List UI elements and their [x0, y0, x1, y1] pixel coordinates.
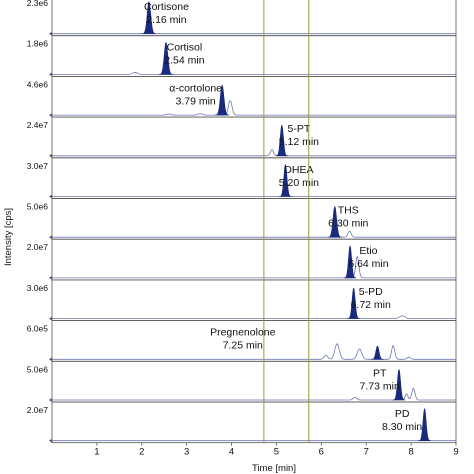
panel-ymax-label: 2.0e7: [27, 405, 49, 415]
baseline-marker: [49, 275, 52, 280]
panel-frame: [51, 76, 457, 118]
peak-time-label: 7.25 min: [223, 340, 263, 352]
baseline-marker: [49, 31, 52, 36]
peak-time-label: 5.12 min: [279, 136, 319, 148]
analyte-peak: [371, 345, 384, 360]
chromatogram-trace: [52, 149, 456, 157]
panel-ymax-label: 3.0e6: [27, 283, 49, 293]
marker-lines: [263, 0, 310, 443]
x-tick-label: 7: [364, 447, 369, 458]
peak-time-label: 5.20 min: [279, 177, 319, 189]
panel: 2.0e7 PD8.30 min: [27, 401, 457, 444]
panel-ymax-label: 4.6e6: [27, 79, 49, 89]
panel-ymax-label: 2.4e7: [27, 120, 49, 130]
chromatogram-trace: [52, 71, 456, 75]
peak-time-label: 7.73 min: [360, 380, 400, 392]
x-tick-label: 5: [274, 447, 279, 458]
analyte-peak: [158, 42, 174, 75]
analyte-peak: [327, 206, 342, 238]
peak-name-label: 5-PT: [288, 123, 311, 135]
chromatogram-trace: [52, 255, 456, 279]
panel-frame: [51, 401, 457, 444]
x-tick-label: 3: [184, 447, 189, 458]
peak-time-label: 3.79 min: [176, 95, 216, 107]
peak-name-label: THS: [338, 205, 359, 217]
panel: 3.0e6 5-PD6.72 min: [27, 279, 457, 321]
peak-time-label: 6.30 min: [328, 218, 368, 230]
baseline-marker: [49, 398, 52, 402]
panel-ymax-label: 2.0e7: [27, 242, 49, 252]
peak-name-label: Pregnenolone: [210, 327, 276, 339]
peak-time-label: 2.54 min: [164, 55, 204, 67]
analyte-peak: [275, 124, 289, 157]
panel-ymax-label: 6.0e5: [27, 324, 49, 334]
baseline-marker: [49, 113, 52, 118]
baseline-marker: [49, 194, 52, 199]
panel-frame: [51, 279, 457, 321]
analyte-peak: [343, 245, 357, 279]
y-axis-label: Intensity [cps]: [3, 208, 14, 266]
peak-name-label: PT: [373, 367, 387, 379]
baseline-marker: [49, 316, 52, 321]
peak-name-label: Etio: [359, 245, 377, 257]
baseline-marker: [49, 438, 52, 443]
panel-ymax-label: 5.0e6: [27, 202, 49, 212]
analyte-peak: [214, 84, 230, 116]
peak-name-label: 5-PD: [359, 286, 383, 298]
peak-time-label: 6.64 min: [348, 258, 388, 270]
chromatogram-trace: [52, 387, 456, 401]
panel-frame: [51, 198, 457, 240]
x-axis-label: Time [min]: [252, 463, 296, 474]
panel-frame: [51, 0, 457, 37]
baseline-marker: [49, 153, 52, 158]
analyte-peak: [141, 1, 157, 34]
panel-ymax-label: 2.3e6: [27, 0, 49, 8]
peak-name-label: Cortisol: [167, 42, 203, 54]
panel-frame: [51, 116, 457, 159]
analyte-peak: [418, 408, 431, 441]
panel-ymax-label: 1.8e6: [27, 39, 49, 49]
panel-ymax-label: 5.0e6: [27, 364, 49, 374]
baseline-marker: [49, 235, 52, 240]
panel-ymax-label: 3.0e7: [27, 161, 49, 171]
chromatogram-trace: [52, 315, 456, 319]
analyte-peak: [392, 368, 406, 401]
chromatogram-trace: [52, 230, 456, 238]
chromatogram-trace: [52, 100, 456, 116]
x-tick-label: 6: [319, 447, 324, 458]
panel: 2.4e7 5-PT5.12 min: [27, 116, 457, 159]
baseline-marker: [49, 72, 52, 77]
analyte-peak: [347, 287, 360, 319]
peak-name-label: α-cortolone: [169, 82, 222, 94]
x-tick-label: 9: [453, 447, 458, 458]
x-tick-label: 4: [229, 447, 234, 458]
x-tick-label: 1: [94, 447, 99, 458]
peak-time-label: 2.16 min: [146, 14, 186, 26]
panel-frame: [51, 238, 457, 281]
x-tick-label: 8: [408, 447, 413, 458]
x-tick-label: 2: [139, 447, 144, 458]
analyte-peak: [279, 164, 292, 197]
panel: 5.0e6 PT7.73 min: [27, 360, 457, 403]
peak-name-label: PD: [395, 408, 410, 420]
peak-time-label: 8.30 min: [382, 421, 422, 433]
peak-name-label: DHEA: [284, 164, 313, 176]
peak-time-label: 6.72 min: [351, 299, 391, 311]
peak-name-label: Cortisone: [144, 1, 189, 13]
x-axis: 1 2 3 4 5 6 7 8 9: [94, 442, 459, 458]
chromatogram-trace: [52, 343, 456, 360]
baseline-marker: [49, 357, 52, 362]
panel-frame: [51, 35, 457, 77]
panel-frame: [51, 157, 457, 199]
